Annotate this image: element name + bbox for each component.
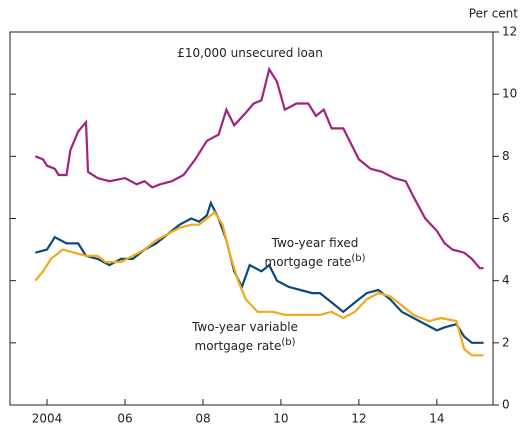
y-tick-label: 2 [502, 335, 510, 349]
series-label-text: Two-year fixed mortgage rate(b) [255, 236, 375, 270]
y-tick-label: 0 [502, 398, 510, 412]
series-label: Two-year fixed mortgage rate(b) [255, 236, 375, 270]
x-tick-label: 10 [273, 412, 288, 426]
x-tick-label: 08 [195, 412, 210, 426]
series-note: (b) [351, 253, 366, 264]
x-tick-label: 06 [117, 412, 132, 426]
series-label: Two-year variable mortgage rate(b) [185, 320, 305, 354]
series-line [34, 66, 484, 270]
x-tick-label: 14 [429, 412, 444, 426]
y-tick-label: 12 [502, 25, 517, 39]
series-label-text: £10,000 unsecured loan [170, 46, 330, 61]
y-tick-label: 10 [502, 87, 517, 101]
series-name: Two-year fixed mortgage rate [264, 236, 359, 269]
series-line [34, 210, 484, 357]
y-tick-label: 4 [502, 273, 510, 287]
x-tick-label: 2004 [32, 412, 63, 426]
series-note: (b) [281, 337, 296, 348]
y-axis-label: Per cent [469, 7, 519, 21]
series-label-text: Two-year variable mortgage rate(b) [185, 320, 305, 354]
series-name: Two-year variable mortgage rate [192, 320, 298, 353]
y-tick-label: 8 [502, 149, 510, 163]
x-tick-label: 12 [351, 412, 366, 426]
series-name: £10,000 unsecured loan [177, 46, 323, 60]
series-label: £10,000 unsecured loan [170, 46, 330, 61]
y-tick-label: 6 [502, 211, 510, 225]
